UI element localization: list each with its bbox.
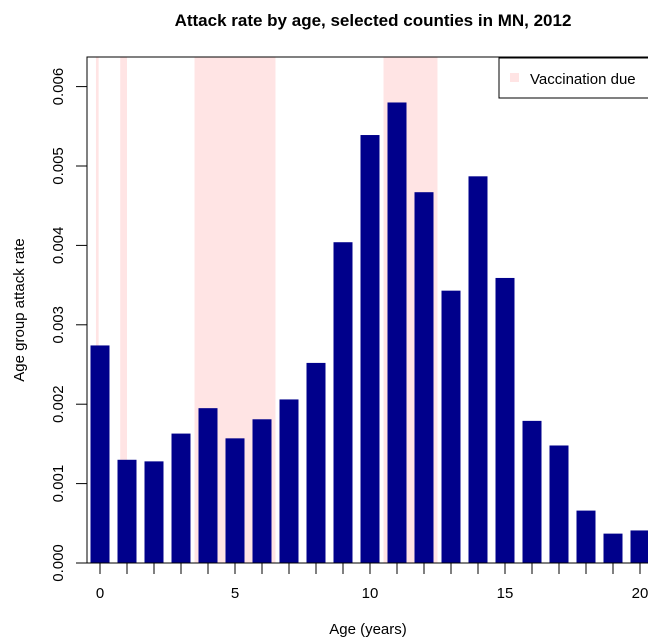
- bar-age-5: [225, 438, 245, 563]
- bar-age-1: [117, 459, 137, 563]
- bar-age-16: [522, 420, 542, 563]
- x-tick-label-15: 15: [497, 585, 514, 602]
- bar-age-20: [630, 530, 648, 563]
- y-tick-label-2: 0.002: [50, 385, 67, 423]
- legend-swatch: [510, 73, 519, 82]
- y-tick-label-6: 0.006: [50, 68, 67, 106]
- x-tick-label-10: 10: [362, 585, 379, 602]
- bar-age-9: [333, 242, 353, 563]
- legend: Vaccination due: [498, 57, 648, 99]
- bar-age-3: [171, 433, 191, 563]
- bar-age-15: [495, 277, 515, 563]
- legend-label: Vaccination due: [530, 71, 636, 88]
- bar-age-18: [576, 510, 596, 563]
- bar-age-14: [468, 176, 488, 563]
- vaccination-band-1: [120, 57, 127, 563]
- y-tick-label-4: 0.004: [50, 227, 67, 265]
- y-axis: 0.000 0.001 0.002 0.003 0.004 0.005 0.006: [50, 68, 87, 582]
- bars: [90, 102, 648, 563]
- bar-age-6: [252, 419, 272, 563]
- x-tick-label-20: 20: [632, 585, 648, 602]
- bar-age-8: [306, 362, 326, 563]
- y-tick-label-0: 0.000: [50, 544, 67, 582]
- vaccination-band-0: [95, 57, 99, 563]
- y-tick-label-5: 0.005: [50, 147, 67, 185]
- legend-box: [498, 57, 648, 99]
- plot-frame: [86, 56, 648, 564]
- y-tick-label-3: 0.003: [50, 306, 67, 344]
- bar-age-10: [360, 135, 380, 563]
- bar-age-13: [441, 290, 461, 563]
- bar-age-19: [603, 533, 623, 563]
- x-tick-label-5: 5: [231, 585, 239, 602]
- bar-age-17: [549, 445, 569, 563]
- x-tick-label-0: 0: [96, 585, 104, 602]
- bar-age-2: [144, 461, 164, 563]
- bar-age-12: [414, 192, 434, 563]
- bar-age-4: [198, 408, 218, 563]
- bar-age-11: [387, 102, 407, 563]
- x-axis-label: Age (years): [329, 621, 407, 638]
- y-tick-label-1: 0.001: [50, 465, 67, 503]
- bar-age-7: [279, 399, 299, 563]
- chart-title: Attack rate by age, selected counties in…: [175, 11, 572, 30]
- y-axis-label: Age group attack rate: [11, 238, 28, 381]
- x-axis: 0 5 10 15 20: [96, 563, 648, 602]
- bar-age-0: [90, 345, 110, 563]
